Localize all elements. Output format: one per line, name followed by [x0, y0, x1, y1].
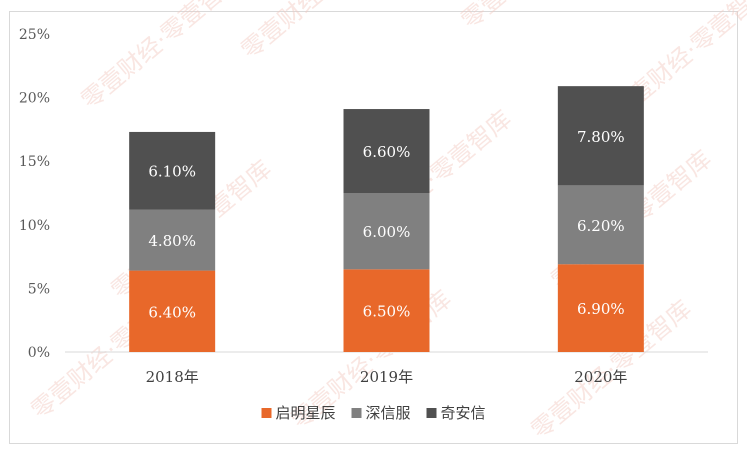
legend-label: 深信服 [366, 404, 411, 422]
bar-segment [557, 264, 644, 352]
bar-segment [343, 269, 430, 352]
legend-label: 奇安信 [441, 404, 486, 422]
data-label: 4.80% [148, 232, 196, 250]
data-label: 6.20% [577, 217, 625, 235]
y-tick-label: 20% [19, 91, 50, 107]
bar-segment [129, 131, 216, 210]
watermark-text: 零壹财经·零壹智库 [236, 0, 407, 65]
data-label: 6.90% [577, 300, 625, 318]
y-tick-label: 10% [19, 218, 50, 234]
y-tick-label: 15% [19, 154, 50, 170]
bar-segment [129, 270, 216, 352]
bar-segment [343, 193, 430, 270]
data-label: 6.10% [148, 163, 196, 181]
legend-swatch [351, 408, 362, 418]
data-label: 7.80% [577, 128, 625, 146]
watermark-text: 零壹财经·零壹智库 [76, 0, 247, 115]
data-label: 6.50% [363, 303, 411, 321]
legend-label: 启明星辰 [276, 404, 336, 422]
legend-swatch [261, 408, 272, 418]
bar-segment [557, 185, 644, 265]
y-tick-label: 0% [28, 345, 50, 361]
data-label: 6.00% [363, 223, 411, 241]
x-category-label: 2018年 [146, 368, 199, 386]
y-tick-label: 25% [19, 27, 50, 43]
bar-segment [129, 209, 216, 271]
data-label: 6.40% [148, 303, 196, 321]
x-category-label: 2020年 [574, 368, 627, 386]
bar-segment [343, 109, 430, 193]
bar-segment [557, 86, 644, 186]
x-category-label: 2019年 [360, 368, 413, 386]
data-label: 6.60% [363, 143, 411, 161]
legend-swatch [426, 408, 437, 418]
y-tick-label: 5% [28, 281, 50, 297]
watermark-text: 零壹财经·零壹智库 [456, 0, 627, 35]
